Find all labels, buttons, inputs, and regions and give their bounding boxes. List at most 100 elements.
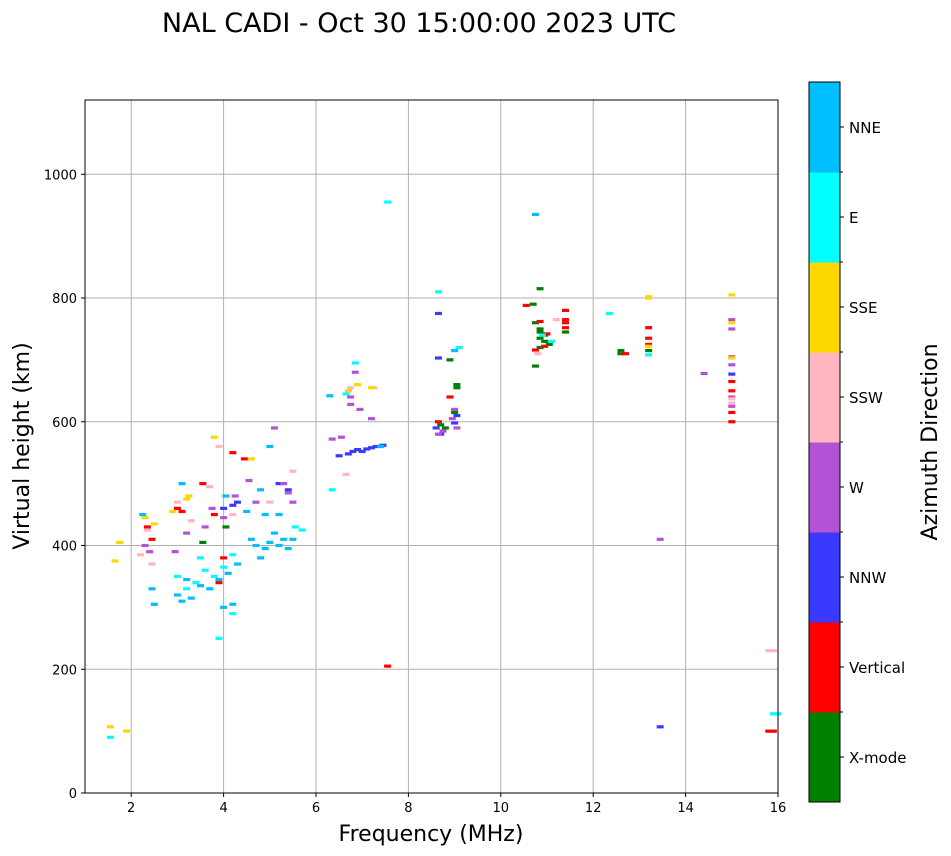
echo-point (541, 344, 549, 348)
colorbar-segment (809, 532, 840, 623)
echo-point (622, 352, 630, 356)
echo-point (645, 348, 653, 353)
echo-point (229, 503, 237, 507)
colorbar-label: W (849, 479, 864, 497)
echo-point (284, 488, 292, 492)
echo-point (769, 712, 777, 716)
echo-point (178, 509, 186, 514)
colorbar-label: SSW (849, 389, 883, 407)
echo-point (220, 556, 228, 560)
y-tick-label: 0 (69, 787, 77, 802)
echo-point (434, 432, 442, 436)
echo-point (728, 372, 736, 376)
echo-point (434, 420, 442, 424)
echo-point (531, 321, 539, 325)
series-nnw (220, 311, 736, 729)
echo-point (289, 537, 297, 541)
echo-point (215, 577, 223, 582)
echo-point (728, 410, 736, 415)
echo-point (377, 444, 385, 449)
echo-point (354, 383, 362, 387)
echo-point (453, 413, 461, 418)
echo-point (536, 287, 544, 291)
echo-point (173, 574, 181, 579)
echo-point (266, 444, 274, 449)
echo-point (222, 525, 230, 529)
colorbar-segment (809, 712, 840, 803)
echo-point (645, 296, 653, 300)
echo-point (280, 537, 288, 541)
echo-point (210, 574, 218, 579)
echo-point (215, 636, 223, 640)
echo-point (178, 482, 186, 486)
echo-point (169, 509, 177, 514)
echo-point (261, 546, 269, 551)
echo-point (171, 550, 179, 554)
echo-point (220, 516, 228, 520)
colorbar-label: E (849, 209, 858, 227)
echo-point (531, 348, 539, 352)
echo-point (728, 389, 736, 393)
x-tick-label: 8 (404, 801, 412, 816)
echo-point (106, 725, 114, 729)
echo-point (769, 649, 777, 653)
echo-point (439, 429, 447, 433)
echo-point (328, 437, 336, 441)
echo-point (141, 543, 149, 548)
echo-point (363, 447, 371, 451)
echo-point (645, 342, 653, 347)
x-tick-label: 16 (770, 801, 787, 816)
echo-point (605, 311, 613, 316)
echo-point (358, 449, 366, 454)
echo-point (222, 494, 230, 498)
echo-point (451, 410, 459, 415)
echo-point (266, 500, 274, 504)
echo-point (197, 556, 204, 560)
echo-point (240, 457, 248, 461)
echo-point (765, 649, 773, 653)
echo-point (541, 339, 549, 343)
echo-point (446, 358, 454, 362)
echo-point (335, 454, 343, 458)
echo-point (434, 356, 442, 360)
echo-point (201, 568, 209, 572)
echo-point (367, 446, 375, 450)
echo-point (289, 500, 297, 504)
y-tick-label: 200 (52, 663, 77, 678)
echo-point (645, 336, 653, 340)
y-tick-label: 400 (52, 540, 77, 555)
echo-point (538, 333, 546, 337)
echo-point (233, 562, 241, 566)
echo-point (354, 447, 362, 452)
colorbar-title: Azimuth Direction (918, 343, 943, 540)
echo-point (206, 485, 214, 489)
x-tick-label: 2 (127, 801, 135, 816)
echo-point (536, 327, 544, 331)
echo-point (197, 584, 204, 588)
echo-point (342, 392, 350, 396)
echo-point (229, 512, 237, 517)
echo-point (728, 293, 736, 297)
colorbar-label: NNE (849, 119, 881, 137)
y-tick-label: 600 (52, 416, 77, 431)
echo-point (185, 494, 193, 498)
echo-point (561, 330, 569, 334)
echo-point (247, 537, 255, 541)
echo-point (275, 543, 283, 548)
echo-point (206, 587, 214, 591)
echo-point (656, 537, 664, 541)
echo-point (270, 426, 278, 430)
series-nne (139, 212, 539, 609)
grid (85, 100, 779, 794)
echo-point (728, 397, 736, 401)
y-tick-label: 1000 (44, 168, 77, 183)
echo-point (455, 345, 463, 350)
x-tick-label: 4 (219, 801, 227, 816)
colorbar: X-mode Vertical NNW W SSW SSE E NNE (808, 81, 906, 803)
echo-point (534, 352, 542, 356)
x-tick-label: 6 (312, 801, 320, 816)
echo-point (252, 543, 260, 548)
echo-point (229, 602, 237, 606)
echo-point (245, 478, 253, 483)
echo-point (451, 348, 459, 353)
